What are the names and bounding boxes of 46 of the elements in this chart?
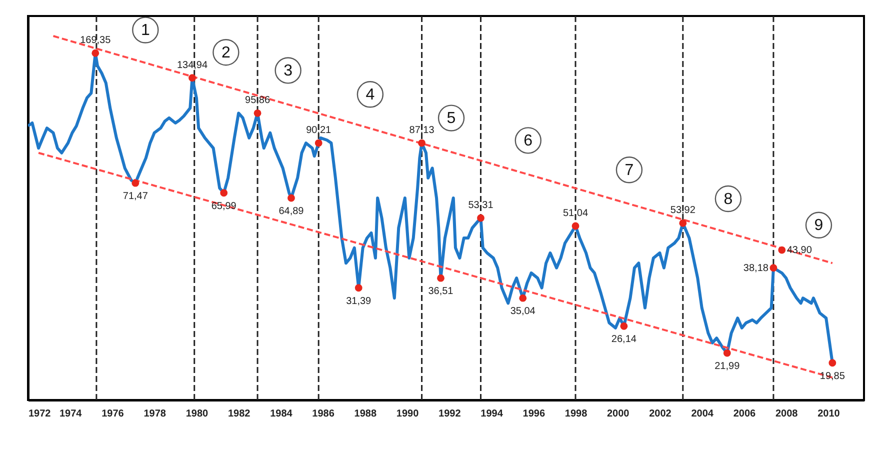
x-tick-label: 1978 — [144, 408, 166, 420]
annotation: 134,94 — [176, 60, 208, 71]
annotation: 19,85 — [820, 370, 846, 382]
annotation: 90,21 — [306, 125, 332, 136]
annotation: 6 — [524, 132, 533, 150]
x-tick-label: 2000 — [606, 408, 630, 420]
x-tick-label: 1990 — [396, 408, 420, 420]
annotation: 43,90 — [786, 245, 812, 256]
x-tick-label: 1988 — [354, 408, 377, 420]
annotation: 38,18 — [743, 262, 769, 274]
x-tick-label: 2010 — [818, 408, 840, 420]
x-tick-label: 1982 — [228, 408, 251, 420]
x-tick-label: 1980 — [186, 408, 209, 420]
x-tick-label: 2008 — [775, 408, 798, 420]
annotation: 35,04 — [510, 306, 536, 318]
annotation: 3 — [284, 62, 293, 80]
annotation: 1 — [140, 22, 150, 39]
x-tick-label: 1972 — [28, 408, 52, 420]
annotation: 53,92 — [670, 205, 696, 216]
annotation: 26,14 — [611, 334, 637, 346]
x-tick-label: 1974 — [59, 408, 82, 420]
annotation: 2 — [221, 44, 230, 62]
annotation: 87,13 — [409, 125, 435, 136]
x-tick-label: 1986 — [312, 408, 335, 420]
x-tick-label: 1976 — [102, 408, 124, 420]
annotation: 53,31 — [468, 200, 494, 212]
annotation: 169,35 — [80, 35, 112, 46]
x-tick-label: 1984 — [270, 408, 293, 420]
x-tick-label: 1996 — [522, 408, 546, 420]
annotation: 4 — [366, 86, 375, 104]
annotation: 21,99 — [714, 361, 740, 372]
annotation: 31,39 — [346, 296, 372, 307]
x-tick-label: 2006 — [733, 408, 756, 420]
x-tick-label: 2004 — [691, 408, 714, 420]
annotation: 64,89 — [278, 206, 304, 217]
annotation: 8 — [724, 190, 733, 208]
x-tick-label: 1994 — [480, 408, 504, 420]
x-tick-label: 2002 — [649, 408, 672, 420]
x-tick-label: 1998 — [564, 408, 588, 420]
annotation: 7 — [624, 162, 634, 179]
annotation: 5 — [446, 110, 456, 128]
annotation: 71,47 — [122, 191, 148, 202]
annotation: 51,04 — [562, 208, 588, 220]
annotation: 36,51 — [428, 286, 454, 298]
annotation: 9 — [814, 217, 824, 234]
x-tick-label: 1992 — [438, 408, 462, 420]
